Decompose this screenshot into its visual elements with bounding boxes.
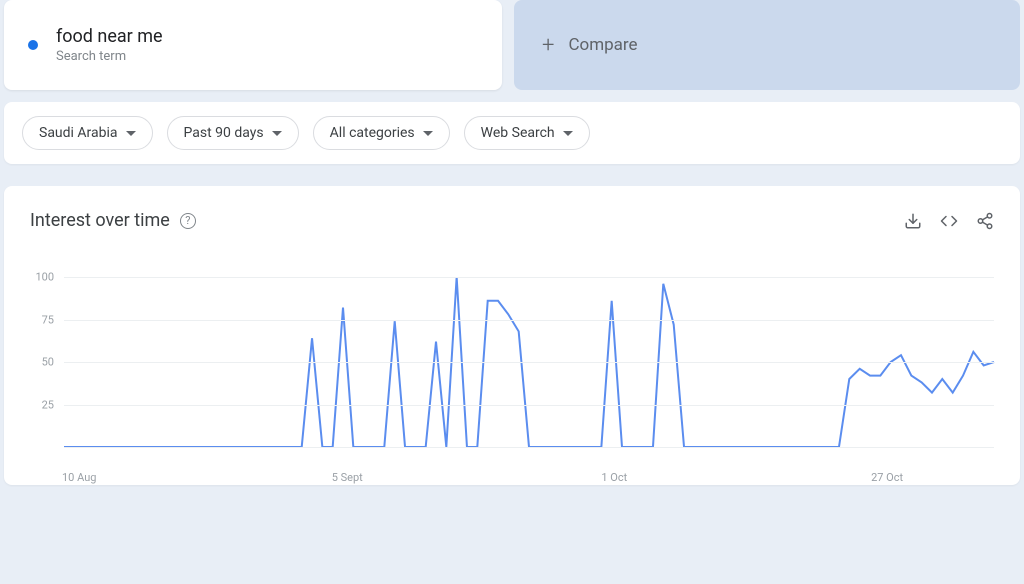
x-tick-label: 1 Oct [601, 471, 627, 484]
search-text: food near me Search term [56, 26, 163, 64]
chevron-down-icon [563, 131, 573, 136]
chevron-down-icon [272, 131, 282, 136]
chevron-down-icon [126, 131, 136, 136]
search-term: food near me [56, 26, 163, 47]
filter-time-label: Past 90 days [184, 125, 264, 141]
gridline [64, 405, 994, 406]
filters-bar: Saudi Arabia Past 90 days All categories… [4, 102, 1020, 164]
plus-icon: + [542, 33, 554, 58]
search-term-card[interactable]: food near me Search term [4, 0, 502, 90]
chart-title: Interest over time [30, 210, 170, 231]
y-tick-label: 50 [42, 356, 54, 369]
chart-card: Interest over time ? 25 50 75 100 10 Aug 5 S… [4, 186, 1020, 485]
gridline [64, 277, 994, 278]
share-icon[interactable] [976, 212, 994, 230]
filter-category[interactable]: All categories [313, 116, 450, 150]
x-tick-label: 27 Oct [871, 471, 903, 484]
chart-header: Interest over time ? [30, 210, 994, 231]
search-subtitle: Search term [56, 49, 163, 64]
filter-time[interactable]: Past 90 days [167, 116, 299, 150]
chart-actions [904, 212, 994, 230]
compare-label: Compare [568, 35, 637, 55]
series-dot [28, 40, 38, 50]
search-compare-row: food near me Search term + Compare [0, 0, 1024, 102]
filter-type[interactable]: Web Search [464, 116, 590, 150]
filter-type-label: Web Search [481, 125, 555, 141]
download-icon[interactable] [904, 212, 922, 230]
y-axis-labels: 255075100 [30, 277, 58, 447]
filter-region[interactable]: Saudi Arabia [22, 116, 153, 150]
chart-plot [64, 277, 994, 447]
y-tick-label: 100 [35, 271, 54, 284]
y-tick-label: 25 [42, 398, 54, 411]
x-tick-label: 10 Aug [62, 471, 96, 484]
filter-category-label: All categories [330, 125, 415, 141]
gridline [64, 362, 994, 363]
chevron-down-icon [423, 131, 433, 136]
gridline [64, 320, 994, 321]
x-tick-label: 5 Sept [332, 471, 363, 484]
y-tick-label: 75 [42, 313, 54, 326]
chart-area: 255075100 10 Aug5 Sept1 Oct27 Oct [30, 277, 994, 477]
embed-icon[interactable] [940, 212, 958, 230]
compare-button[interactable]: + Compare [514, 0, 1020, 90]
chart-title-wrap: Interest over time ? [30, 210, 196, 231]
help-icon[interactable]: ? [180, 213, 196, 229]
filter-region-label: Saudi Arabia [39, 125, 118, 141]
